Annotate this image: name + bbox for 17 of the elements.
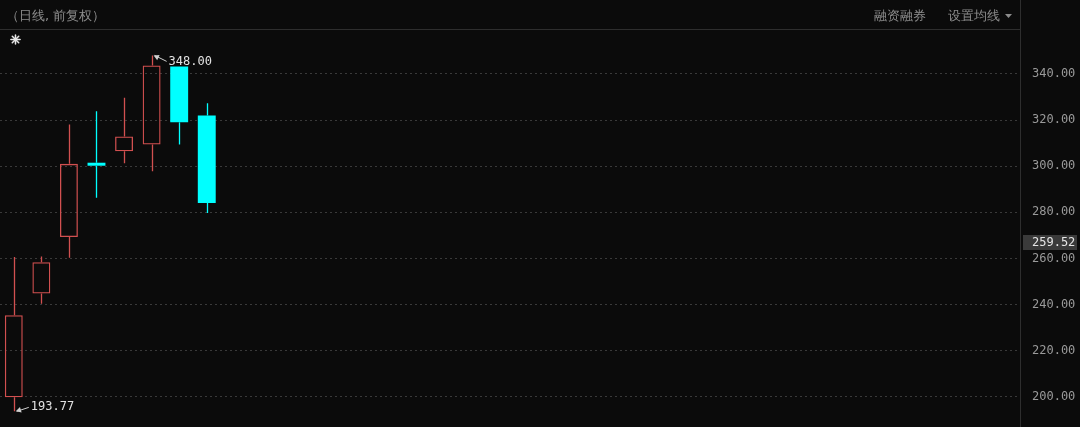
annotation: 348.00 — [168, 53, 212, 68]
text: 融资融券 — [874, 8, 926, 24]
y-tick-label: 260.00 — [1032, 250, 1076, 265]
chart-title: （日线, 前复权） — [6, 8, 106, 24]
text: 259.52 — [1032, 235, 1076, 250]
y-tick-label: 240.00 — [1032, 296, 1076, 311]
candlestick — [170, 66, 189, 146]
y-tick-label: 280.00 — [1032, 204, 1076, 219]
candlestick — [197, 102, 216, 214]
y-tick-label: 300.00 — [1032, 158, 1076, 173]
candlestick — [87, 110, 106, 199]
y-tick-label: 200.00 — [1032, 389, 1076, 404]
annotation: 193.77 — [30, 399, 75, 414]
y-tick-label: 320.00 — [1032, 112, 1076, 127]
y-tick-label: 220.00 — [1032, 342, 1076, 357]
y-tick-label: 340.00 — [1032, 65, 1076, 80]
text: 设置均线 — [948, 8, 1000, 24]
